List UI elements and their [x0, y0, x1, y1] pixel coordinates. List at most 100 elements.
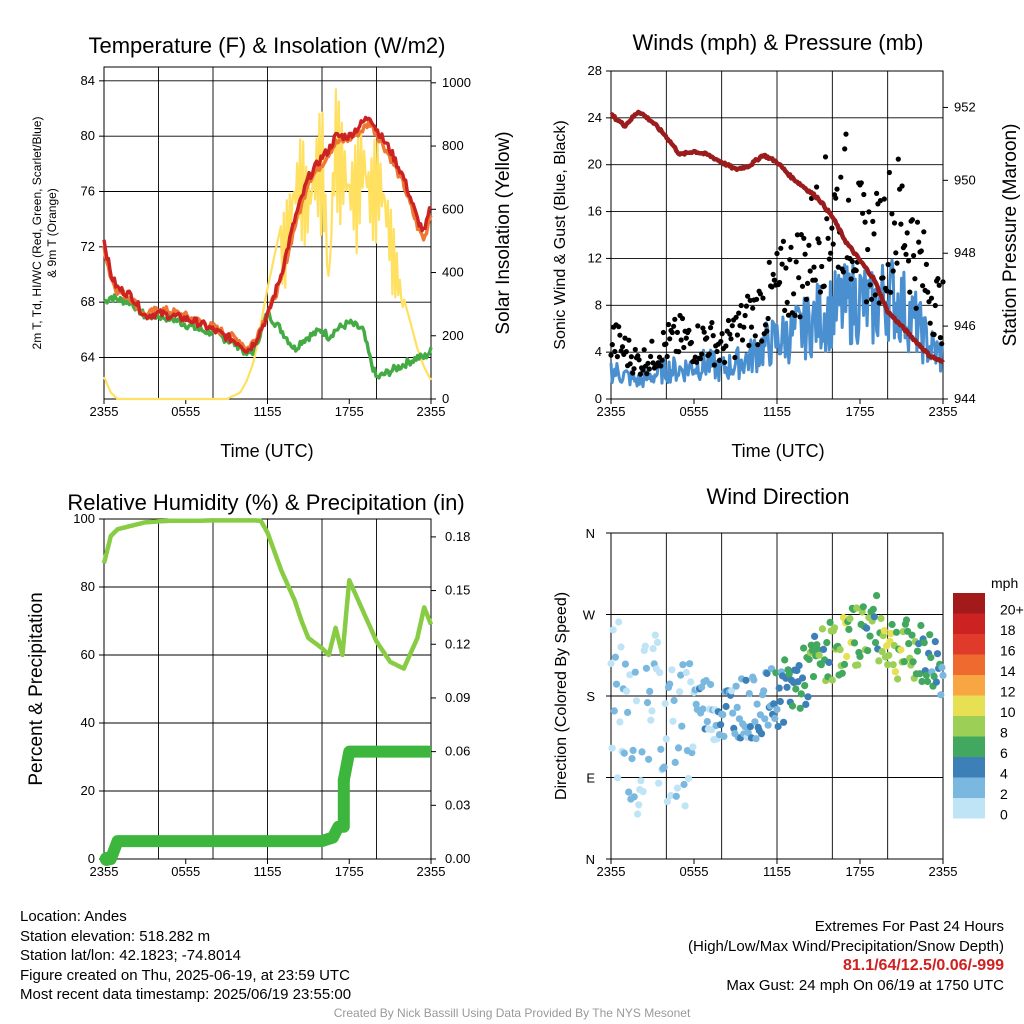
direction-point — [838, 669, 846, 677]
direction-point — [798, 674, 807, 682]
direction-point — [634, 810, 642, 818]
y-axis-label: Percent & Precipitation — [26, 592, 47, 785]
gust-point — [665, 321, 672, 328]
gust-point — [738, 302, 744, 309]
direction-point — [808, 646, 817, 654]
gust-point — [755, 342, 761, 348]
direction-point — [635, 801, 643, 809]
gust-point — [688, 339, 695, 346]
gust-point — [907, 289, 913, 295]
y2-axis-label: Solar Insolation (Yellow) — [493, 131, 514, 334]
gust-point — [630, 370, 636, 376]
legend-label: 8 — [1000, 724, 1008, 740]
gust-point — [686, 327, 692, 333]
gust-point — [865, 246, 871, 253]
gust-point — [939, 341, 945, 347]
gust-point — [812, 277, 818, 283]
direction-point — [648, 707, 656, 715]
x-tick-label: 1755 — [335, 404, 364, 419]
gust-point — [750, 305, 756, 311]
gust-point — [739, 337, 746, 343]
gust-point — [867, 282, 873, 288]
gust-point — [829, 225, 835, 231]
direction-point — [719, 711, 727, 719]
direction-point — [741, 723, 749, 731]
gust-point — [858, 180, 864, 186]
x-tick-label: 1155 — [254, 404, 282, 419]
y-tick-label: N — [586, 852, 595, 867]
direction-point — [809, 673, 818, 681]
gust-point — [796, 275, 802, 281]
direction-point — [869, 605, 877, 613]
gust-point — [860, 210, 866, 216]
gust-point — [797, 314, 803, 320]
gust-point — [886, 169, 893, 176]
gust-point — [824, 216, 830, 222]
y2-tick-label: 946 — [954, 318, 976, 333]
gust-point — [729, 323, 735, 329]
direction-point — [773, 705, 781, 714]
direction-point — [676, 688, 684, 696]
gust-point — [798, 232, 804, 238]
y2-axis-label: Station Pressure (Maroon) — [1000, 124, 1021, 347]
direction-point — [688, 749, 696, 757]
direction-point — [631, 668, 639, 676]
direction-point — [814, 645, 822, 654]
station-latlon: Station lat/lon: 42.1823; -74.8014 — [20, 947, 242, 964]
direction-point — [733, 703, 741, 712]
direction-point — [802, 700, 810, 709]
direction-point — [918, 677, 926, 686]
direction-point — [938, 663, 946, 672]
x-tick-label: 2355 — [597, 404, 626, 419]
direction-point — [699, 705, 707, 713]
gust-point — [694, 359, 700, 365]
x-tick-label: 1155 — [763, 864, 791, 879]
direction-point — [717, 721, 725, 729]
direction-point — [888, 620, 896, 629]
gust-point — [623, 349, 629, 355]
direction-point — [819, 645, 828, 654]
gust-point — [752, 333, 758, 339]
extremes-title: Extremes For Past 24 Hours — [814, 918, 1004, 935]
direction-point — [892, 628, 901, 636]
legend-swatch — [953, 736, 985, 757]
direction-point — [771, 714, 779, 723]
direction-point — [677, 671, 685, 679]
gust-point — [890, 268, 896, 274]
gust-point — [626, 337, 632, 343]
gust-point — [792, 312, 798, 318]
gust-point — [848, 276, 854, 282]
gust-point — [678, 337, 684, 343]
direction-point — [651, 631, 659, 639]
gust-point — [733, 314, 739, 320]
y2-tick-label: 1000 — [442, 75, 471, 90]
direction-point — [897, 646, 905, 654]
gust-point — [711, 362, 718, 368]
direction-point — [850, 639, 859, 647]
gust-point — [880, 275, 886, 281]
gust-point — [674, 329, 681, 335]
direction-point — [894, 675, 902, 683]
y-axis-label: Sonic Wind & Gust (Blue, Black) — [552, 120, 569, 349]
gust-point — [784, 299, 790, 305]
direction-point — [750, 676, 758, 684]
direction-point — [617, 643, 625, 651]
direction-point — [630, 793, 638, 801]
gust-point — [788, 244, 794, 250]
legend-label: 0 — [1000, 806, 1008, 822]
direction-point — [674, 744, 683, 752]
extremes-box: Extremes For Past 24 Hours (High/Low/Max… — [688, 917, 1004, 995]
gust-point — [708, 325, 714, 331]
legend-swatch — [953, 695, 985, 716]
x-tick-label: 1155 — [763, 404, 791, 419]
y-tick-label: 76 — [81, 184, 95, 199]
direction-point — [854, 661, 862, 669]
direction-point — [657, 745, 665, 753]
gust-point — [888, 289, 894, 295]
gust-point — [632, 346, 638, 353]
y-tick-label: 8 — [595, 297, 602, 312]
direction-point — [775, 684, 783, 692]
x-tick-label: 2355 — [929, 404, 958, 419]
direction-point — [637, 777, 645, 785]
y-tick-label: 64 — [81, 350, 95, 365]
